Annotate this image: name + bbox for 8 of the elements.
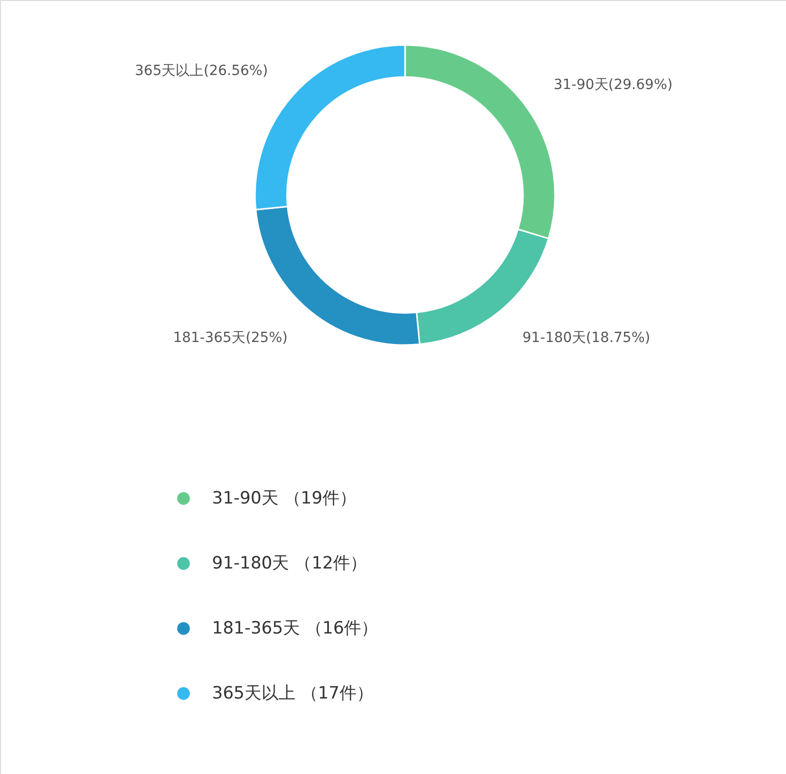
- legend-label: 365天以上 （17件）: [212, 684, 374, 704]
- data-label: 31-90天(29.69%): [554, 76, 673, 93]
- data-label: 365天以上(26.56%): [134, 62, 268, 79]
- legend-label: 91-180天 （12件）: [212, 554, 368, 574]
- data-label: 181-365天(25%): [173, 330, 288, 346]
- data-label: 91-180天(18.75%): [522, 330, 650, 346]
- legend-label: 181-365天 （16件）: [212, 618, 378, 638]
- legend-label: 31-90天 （19件）: [212, 488, 356, 508]
